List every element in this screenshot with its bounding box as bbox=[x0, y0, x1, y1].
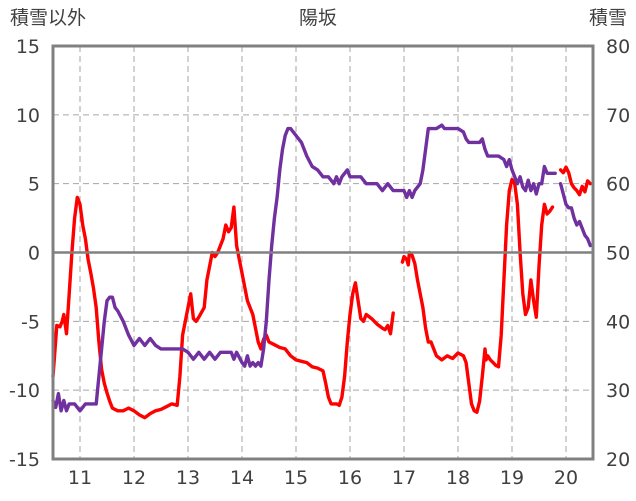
tick-labels: -15 -10 -5 0 5 10 15 20 30 40 50 60 70 80 11 12 13 14 15 16… bbox=[9, 36, 630, 489]
red-series-line bbox=[51, 195, 395, 420]
x-tick-label: 13 bbox=[176, 467, 200, 489]
right-tick-label: 80 bbox=[606, 36, 630, 58]
left-tick-label: -15 bbox=[9, 449, 40, 471]
x-tick-label: 18 bbox=[446, 467, 470, 489]
left-tick-label: -10 bbox=[9, 380, 40, 402]
series-lines bbox=[51, 123, 592, 420]
red-series-line bbox=[558, 165, 592, 197]
right-tick-label: 60 bbox=[606, 174, 630, 196]
right-tick-label: 50 bbox=[606, 243, 630, 265]
x-tick-label: 15 bbox=[284, 467, 308, 489]
x-tick-label: 12 bbox=[122, 467, 146, 489]
purple-series-line bbox=[51, 123, 557, 413]
right-tick-label: 20 bbox=[606, 449, 630, 471]
grid-lines bbox=[53, 46, 593, 459]
x-tick-label: 17 bbox=[392, 467, 416, 489]
right-tick-label: 70 bbox=[606, 105, 630, 127]
x-tick-label: 16 bbox=[338, 467, 362, 489]
purple-series-line bbox=[558, 181, 592, 248]
left-tick-label: -5 bbox=[21, 311, 40, 333]
left-tick-label: 15 bbox=[16, 36, 40, 58]
left-axis-label: 積雪以外 bbox=[10, 7, 86, 29]
left-tick-label: 0 bbox=[28, 243, 40, 265]
x-tick-label: 19 bbox=[500, 467, 524, 489]
right-tick-label: 30 bbox=[606, 380, 630, 402]
left-tick-label: 5 bbox=[28, 174, 40, 196]
left-tick-label: 10 bbox=[16, 105, 40, 127]
x-tick-label: 20 bbox=[554, 467, 578, 489]
x-tick-label: 14 bbox=[230, 467, 254, 489]
right-axis-label: 積雪 bbox=[589, 7, 627, 29]
red-series-line bbox=[400, 177, 555, 414]
x-tick-label: 11 bbox=[68, 467, 92, 489]
axes bbox=[51, 44, 595, 461]
chart-title: 陽坂 bbox=[299, 7, 337, 29]
right-tick-label: 40 bbox=[606, 311, 630, 333]
